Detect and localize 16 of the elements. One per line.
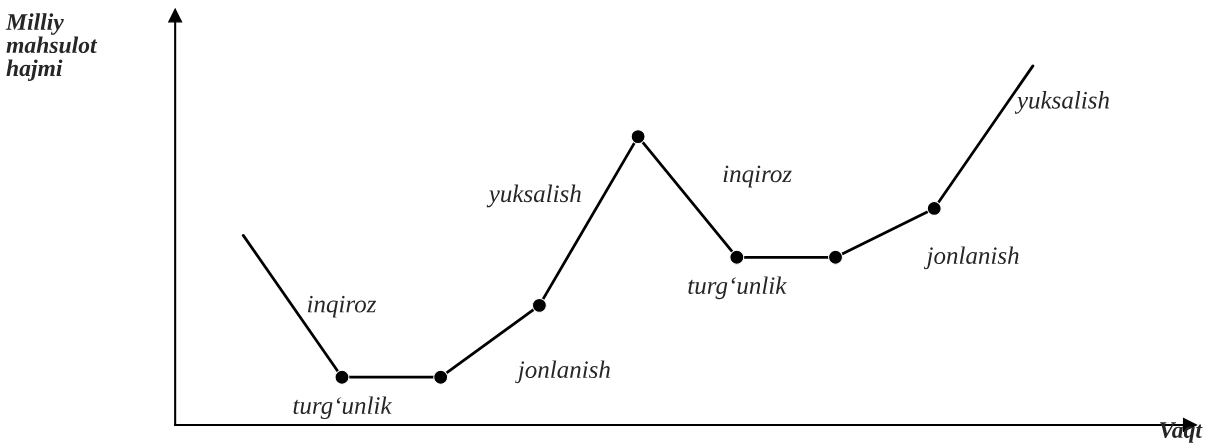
point xyxy=(531,297,547,313)
annotation: turg‘unlik xyxy=(293,396,392,420)
point xyxy=(630,129,646,145)
point xyxy=(334,369,350,385)
annotation: jonlanish xyxy=(923,246,1019,270)
annotation: yuksalish xyxy=(486,184,581,208)
point xyxy=(828,249,843,265)
point xyxy=(433,369,449,385)
point xyxy=(729,249,745,265)
annotation: yuksalish xyxy=(1014,91,1109,114)
y-axis-title: Milliy mahsulot hajmi xyxy=(5,13,98,81)
annotation: jonlanish xyxy=(515,360,610,384)
point xyxy=(926,200,942,216)
annotation: inqiroz xyxy=(307,295,377,318)
annotation: turg‘unlik xyxy=(688,276,787,300)
annotation: inqiroz xyxy=(723,165,792,188)
